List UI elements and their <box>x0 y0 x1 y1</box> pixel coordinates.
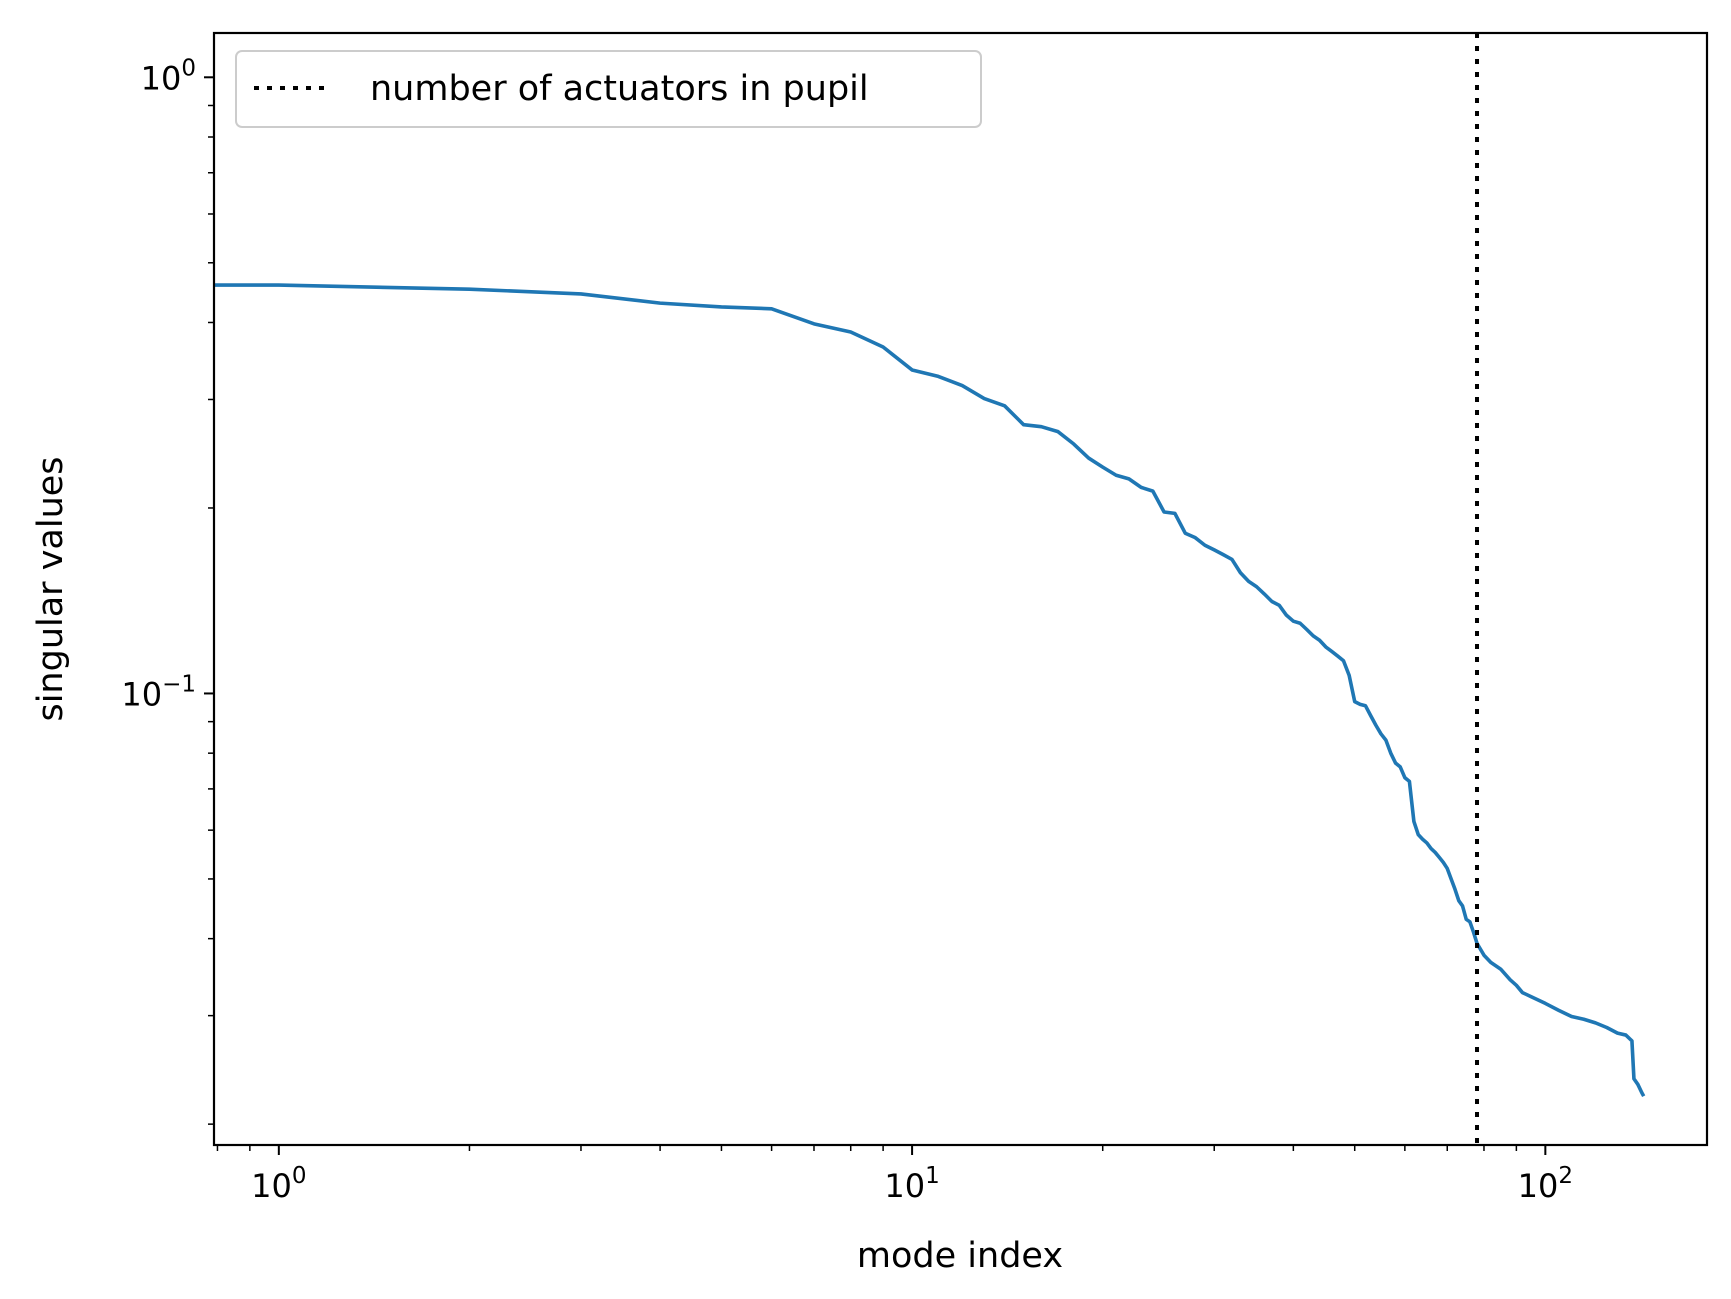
x-tick-label: 101 <box>884 1163 939 1205</box>
x-tick-label: 102 <box>1518 1163 1573 1205</box>
y-axis-label: singular values <box>31 456 71 721</box>
axes-frame <box>212 31 1709 1147</box>
plot-area <box>214 33 1646 1145</box>
series-line-0 <box>214 283 1646 1098</box>
legend-box <box>235 50 982 128</box>
y-tick-label: 100 <box>141 55 196 97</box>
legend: number of actuators in pupil <box>235 50 982 128</box>
y-tick-label: 10−1 <box>121 671 196 713</box>
x-axis-label: mode index <box>857 1236 1063 1276</box>
x-tick-label: 100 <box>251 1163 306 1205</box>
axis-ticks: 100 101 102 10−1 100 <box>121 55 1573 1205</box>
legend-entry-label: number of actuators in pupil <box>370 69 869 109</box>
